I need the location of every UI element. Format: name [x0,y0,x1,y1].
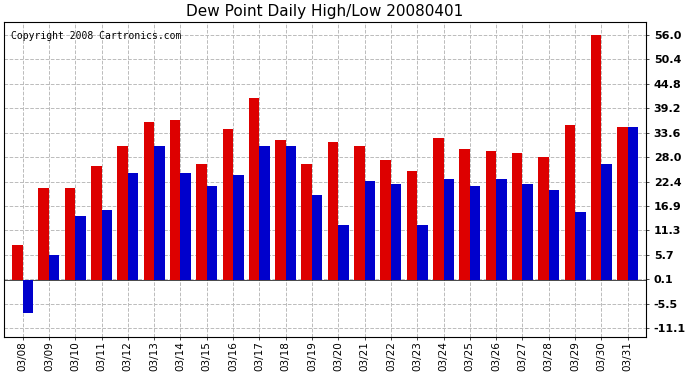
Bar [170,120,180,280]
Bar [470,186,480,280]
Bar [628,127,638,280]
Bar [91,166,101,280]
Bar [222,129,233,280]
Bar [460,148,470,280]
Bar [144,122,154,280]
Bar [180,173,191,280]
Bar [486,151,496,280]
Bar [575,212,586,280]
Bar [602,164,612,280]
Bar [286,146,296,280]
Bar [444,179,454,280]
Bar [39,188,49,280]
Text: Copyright 2008 Cartronics.com: Copyright 2008 Cartronics.com [10,31,181,41]
Bar [101,210,112,280]
Bar [406,171,417,280]
Bar [207,186,217,280]
Bar [302,164,312,280]
Bar [564,124,575,280]
Bar [75,216,86,280]
Bar [617,127,628,280]
Bar [549,190,560,280]
Bar [328,142,338,280]
Bar [65,188,75,280]
Bar [391,184,402,280]
Bar [433,138,444,280]
Bar [591,35,602,280]
Bar [154,146,165,280]
Bar [512,153,522,280]
Bar [417,225,428,280]
Bar [117,146,128,280]
Bar [196,164,207,280]
Bar [275,140,286,280]
Bar [259,146,270,280]
Title: Dew Point Daily High/Low 20080401: Dew Point Daily High/Low 20080401 [186,4,464,19]
Bar [12,245,23,280]
Bar [23,280,33,313]
Bar [538,158,549,280]
Bar [249,98,259,280]
Bar [233,175,244,280]
Bar [128,173,138,280]
Bar [364,182,375,280]
Bar [312,195,322,280]
Bar [496,179,506,280]
Bar [338,225,348,280]
Bar [522,184,533,280]
Bar [49,255,59,280]
Bar [354,146,364,280]
Bar [380,160,391,280]
